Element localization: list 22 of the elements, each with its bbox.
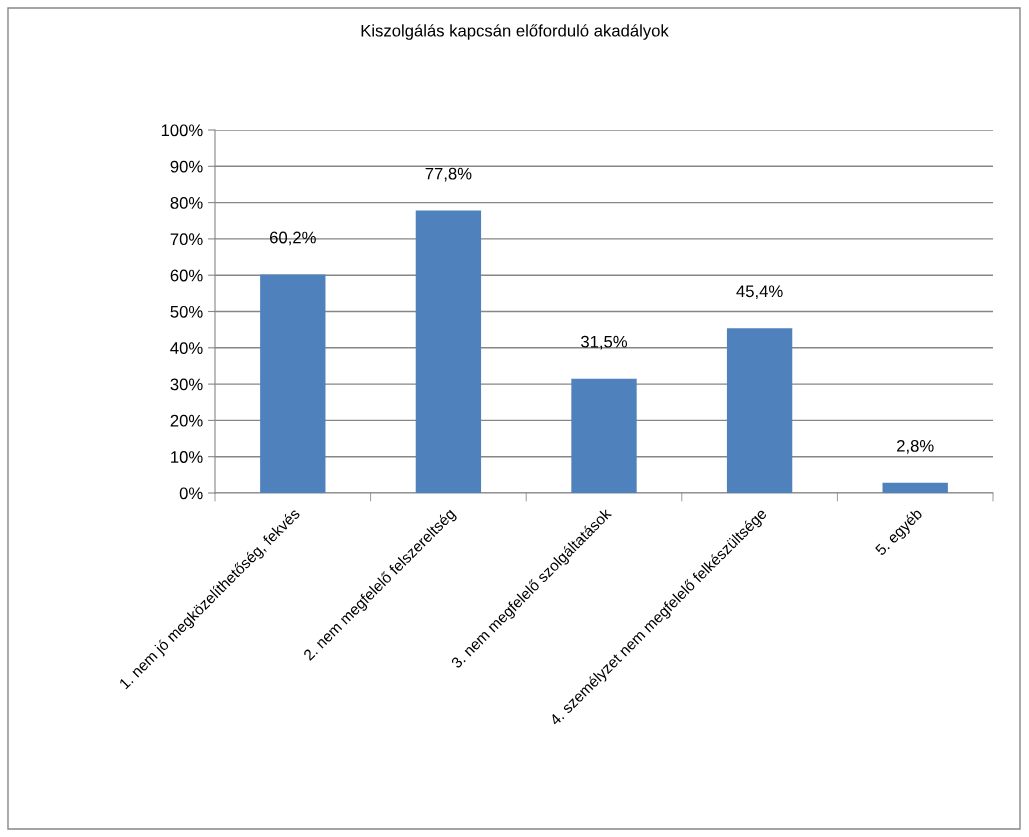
data-label: 77,8%: [425, 167, 472, 182]
y-tick-label: 100%: [161, 124, 203, 137]
data-label: 45,4%: [736, 285, 783, 300]
chart-title: Kiszolgálás kapcsán előforduló akadályok: [361, 24, 669, 40]
data-label: 31,5%: [581, 335, 628, 350]
y-tick-label: 0%: [179, 487, 203, 500]
y-tick-label: 10%: [171, 451, 203, 463]
y-tick-label: 60%: [170, 269, 203, 282]
y-tick-label: 80%: [170, 197, 203, 209]
data-label: 60,2%: [270, 231, 316, 246]
data-label: 2,8%: [897, 439, 934, 454]
y-tick-label: 90%: [170, 160, 203, 173]
y-tick-label: 30%: [170, 378, 203, 391]
bar: [882, 482, 948, 493]
bar: [415, 210, 482, 493]
y-tick-label: 50%: [170, 305, 203, 318]
bar: [726, 328, 793, 493]
bar: [571, 378, 637, 493]
y-tick-label: 40%: [170, 342, 203, 354]
bar: [260, 274, 326, 493]
y-tick-label: 70%: [170, 233, 203, 246]
y-tick-label: 20%: [170, 414, 203, 427]
